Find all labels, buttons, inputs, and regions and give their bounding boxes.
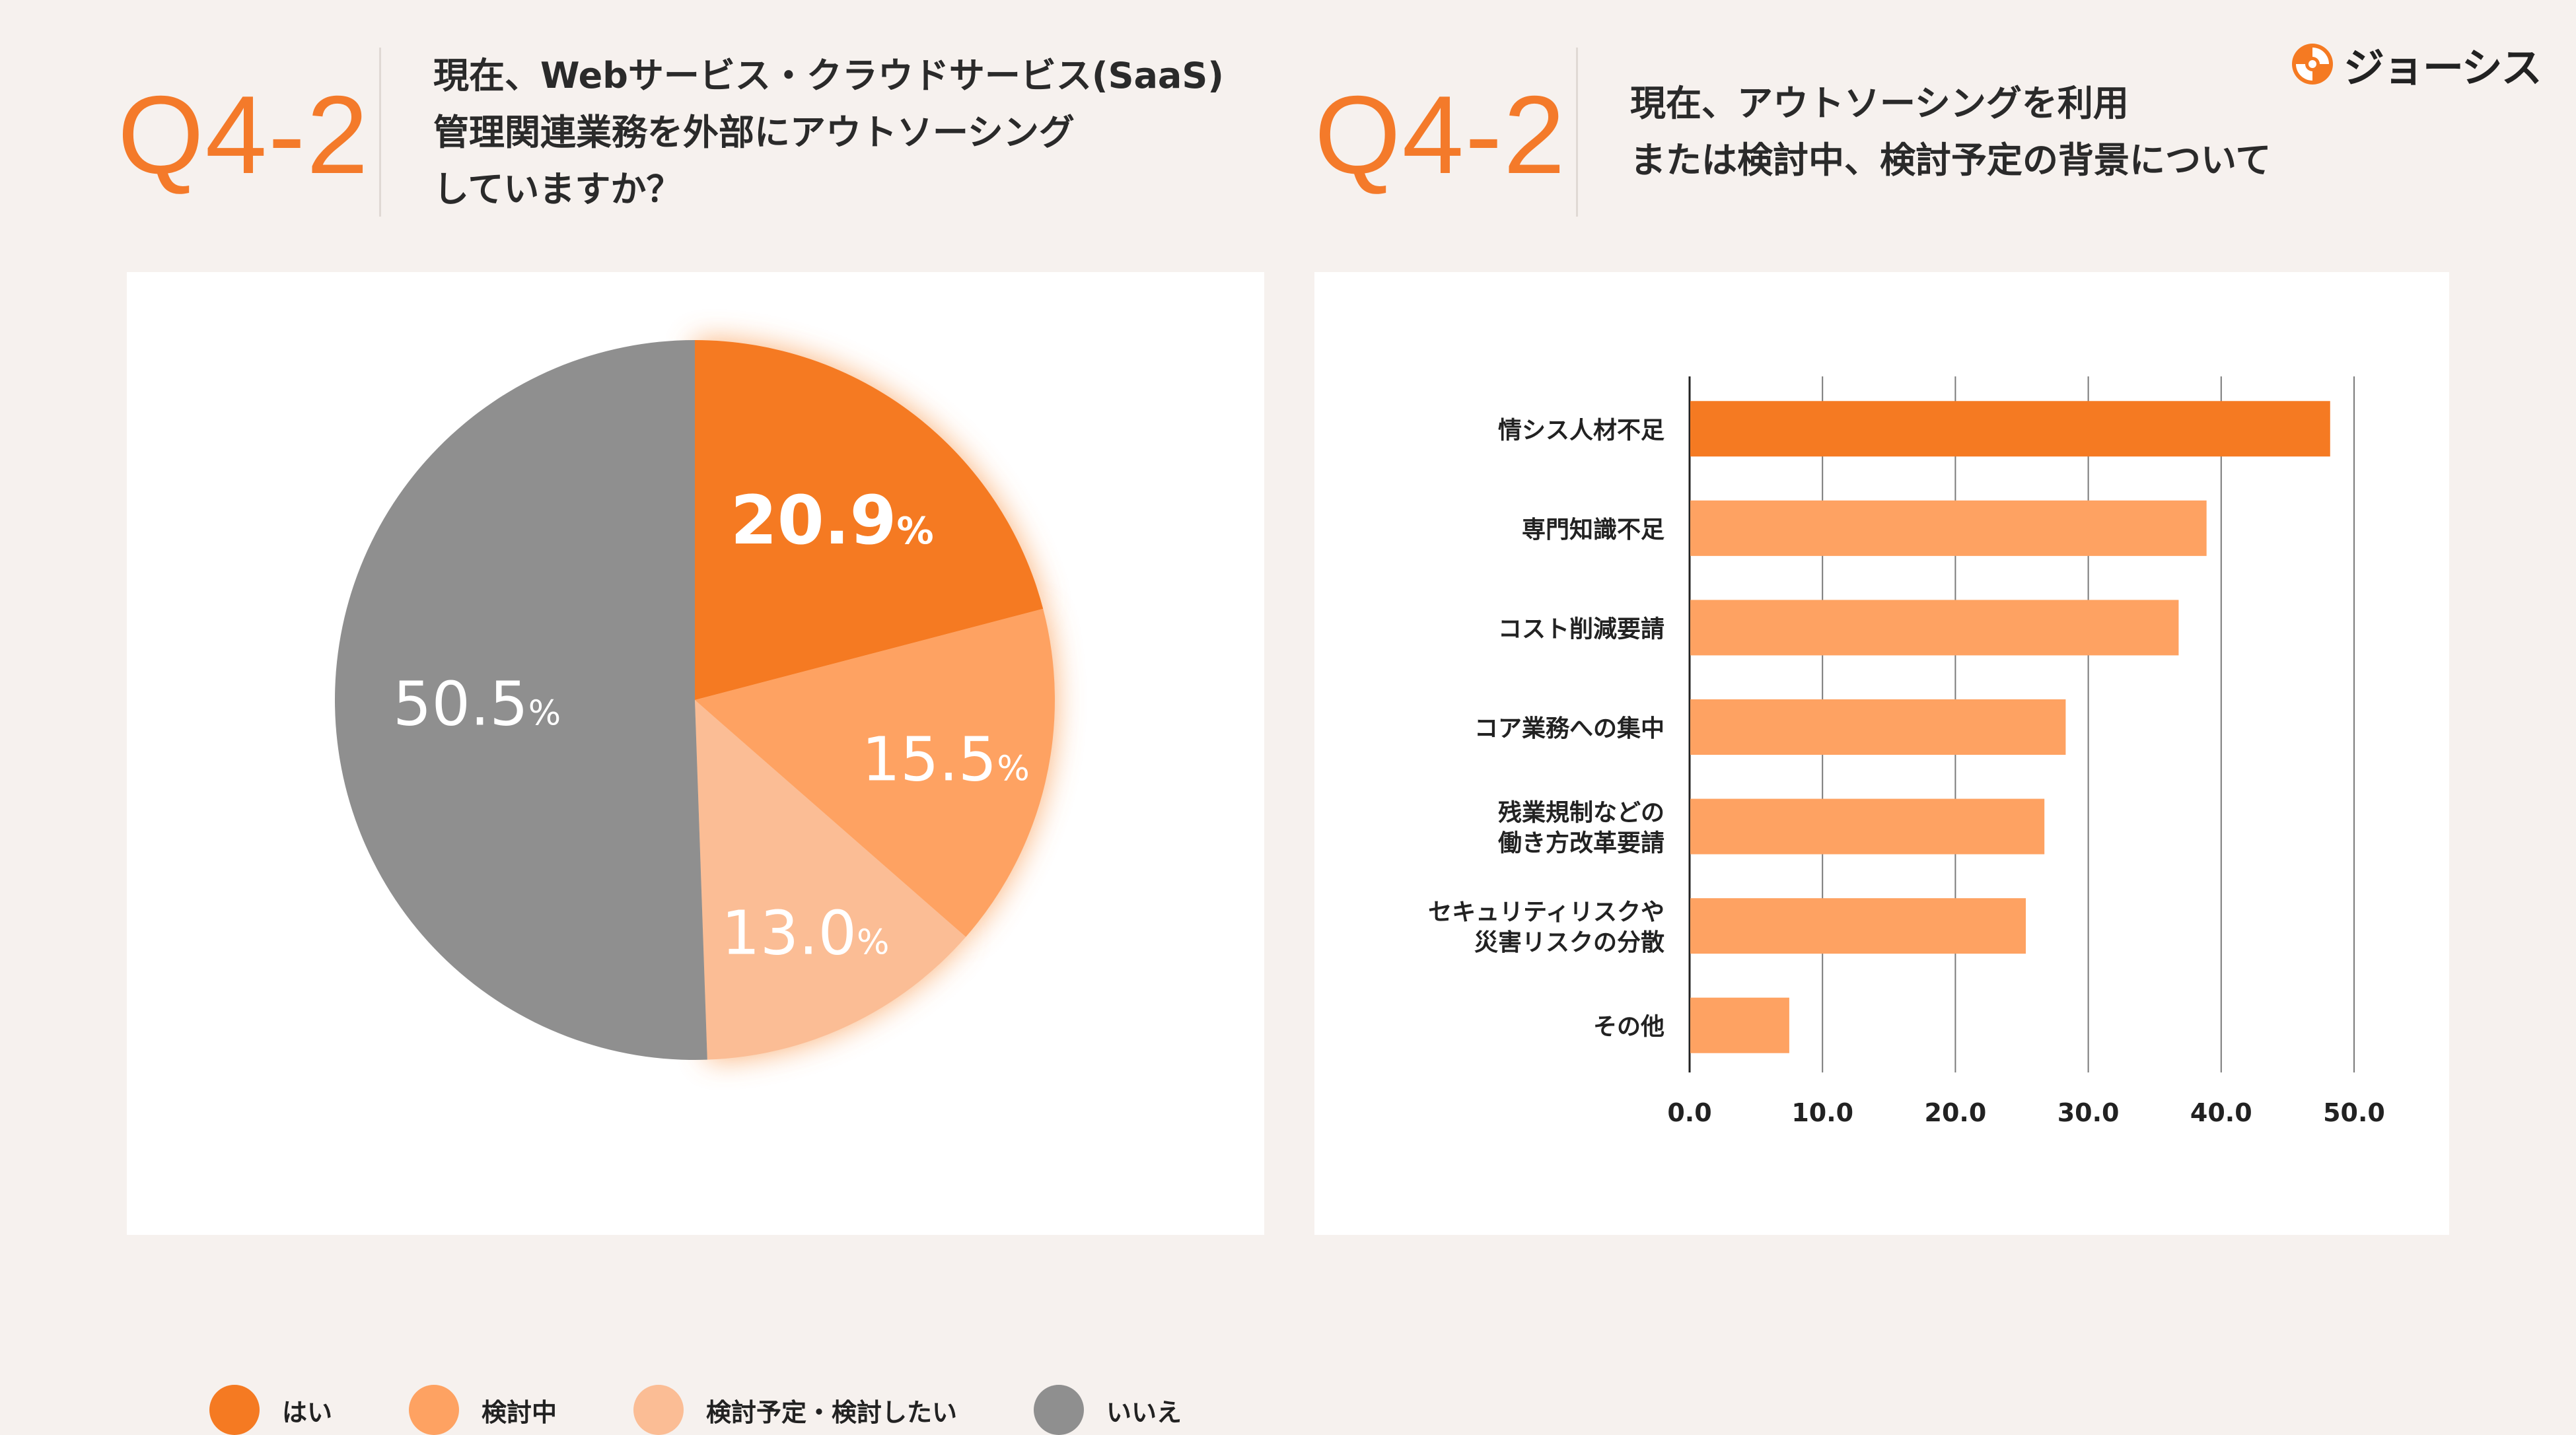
right-question-line: または検討中、検討予定の背景について: [1630, 139, 2272, 181]
bar: [1690, 401, 2330, 457]
legend-label: いいえ: [1106, 1397, 1182, 1427]
legend-item: はい: [209, 1385, 332, 1435]
pie-slice: [695, 340, 1044, 700]
x-tick-label: 10.0: [1791, 1098, 1853, 1127]
pie-slice: [335, 340, 707, 1060]
left-question-line: 管理関連業務を外部にアウトソーシング: [433, 112, 1075, 153]
bar: [1690, 600, 2179, 656]
x-tick-label: 30.0: [2057, 1098, 2120, 1127]
pie-slice-label: 13.0%: [721, 897, 889, 968]
legend-swatch: [1034, 1385, 1085, 1435]
category-label: コア業務への集中: [1474, 715, 1664, 742]
pie-slice-label: 15.5%: [861, 724, 1029, 794]
legend-label: 検討中: [481, 1397, 557, 1427]
legend-swatch: [209, 1385, 260, 1435]
right-question-text: 現在、アウトソーシングを利用 または検討中、検討予定の背景について: [1630, 75, 2271, 189]
legend-item: いいえ: [1034, 1385, 1182, 1435]
x-tick-label: 20.0: [1925, 1098, 1987, 1127]
pie-chart: 20.9% 15.5% 13.0% 50.5%: [335, 340, 1055, 1060]
pie-slice-label: 50.5%: [393, 669, 561, 740]
pie-slice-label: 20.9%: [731, 481, 934, 560]
right-question-line: 現在、アウトソーシングを利用: [1630, 83, 2129, 124]
legend-item: 検討中: [408, 1385, 557, 1435]
joshys-logo-icon: [2292, 44, 2333, 85]
logo-wordmark: ジョーシス: [2343, 44, 2542, 92]
left-question-number: Q4-2: [118, 73, 370, 197]
legend-swatch: [408, 1385, 459, 1435]
legend-swatch: [633, 1385, 684, 1435]
bar: [1690, 699, 2066, 755]
legend-label: はい: [281, 1397, 332, 1427]
category-label: 専門知識不足: [1522, 516, 1664, 543]
brand-logo: ジョーシス: [2291, 34, 2542, 94]
bar: [1690, 997, 1789, 1053]
category-label: コスト削減要請: [1498, 615, 1664, 643]
bar: [1690, 798, 2045, 855]
right-question-number: Q4-2: [1314, 73, 1567, 197]
x-tick-label: 0.0: [1667, 1098, 1711, 1127]
x-tick-label: 50.0: [2323, 1098, 2385, 1127]
left-question-line: 現在、Webサービス・クラウドサービス(SaaS): [433, 55, 1224, 96]
pie-chart-panel: 20.9% 15.5% 13.0% 50.5% はい 検討中 検討予定・検討したい いいえ: [127, 272, 1264, 1435]
category-label: 情シス人材不足: [1498, 417, 1664, 444]
pie-legend: はい 検討中 検討予定・検討したい いいえ: [127, 1385, 1264, 1435]
pie-slice: [695, 608, 1055, 937]
left-header-divider: [379, 48, 381, 217]
legend-label: 検討予定・検討したい: [706, 1397, 958, 1427]
right-header-divider: [1576, 48, 1578, 217]
bar-chart-panel: 情シス人材不足専門知識不足コスト削減要請コア業務への集中残業規制などの働き方改革…: [1314, 272, 2449, 1235]
x-tick-label: 40.0: [2190, 1098, 2252, 1127]
category-label: セキュリティリスクや災害リスクの分散: [1428, 899, 1664, 956]
bar: [1690, 898, 2026, 954]
left-question-line: していますか？: [433, 168, 682, 210]
bar: [1690, 500, 2207, 556]
bar-chart: 情シス人材不足専門知識不足コスト削減要請コア業務への集中残業規制などの働き方改革…: [1428, 376, 2385, 1127]
category-label: その他: [1593, 1014, 1664, 1041]
left-question-text: 現在、Webサービス・クラウドサービス(SaaS) 管理関連業務を外部にアウトソ…: [433, 48, 1224, 218]
category-label: 残業規制などの働き方改革要請: [1498, 800, 1664, 857]
pie-slice: [695, 700, 966, 1060]
legend-item: 検討予定・検討したい: [633, 1385, 957, 1435]
